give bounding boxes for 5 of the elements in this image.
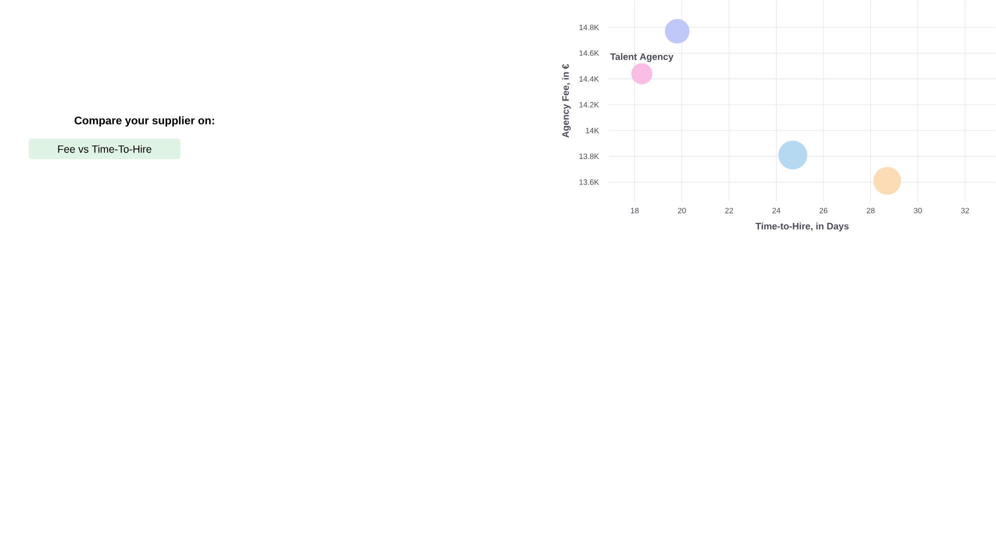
text: Fee vs Time-To-Hire xyxy=(58,144,152,153)
text: Compare your supplier on: xyxy=(74,116,214,126)
x-axis-title: Time-to-Hire, in Days xyxy=(756,222,849,232)
y-axis-title: Agency Fee, in € xyxy=(562,64,571,138)
annotation: Talent Agency xyxy=(610,52,674,62)
